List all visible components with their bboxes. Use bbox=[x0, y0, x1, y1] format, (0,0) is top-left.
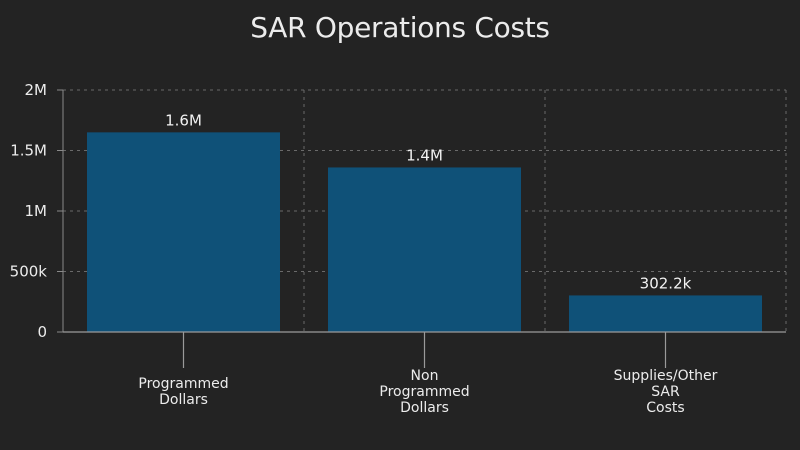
bar bbox=[569, 295, 762, 332]
y-tick-label: 1.5M bbox=[10, 142, 47, 160]
x-category-label-line: Dollars bbox=[400, 400, 449, 416]
axis-layer bbox=[57, 89, 786, 368]
chart-title: SAR Operations Costs bbox=[250, 11, 550, 44]
y-tick-label: 500k bbox=[10, 263, 48, 281]
bar bbox=[328, 167, 521, 332]
bar-layer bbox=[87, 132, 762, 332]
y-tick-label: 1M bbox=[25, 202, 48, 220]
x-category-label-line: Programmed bbox=[379, 384, 469, 400]
data-label: 1.4M bbox=[406, 146, 443, 164]
x-category-label-line: Non bbox=[411, 368, 439, 384]
bar bbox=[87, 132, 280, 332]
x-category-label-line: Programmed bbox=[138, 376, 228, 392]
x-category-label: Supplies/Other SAR Costs bbox=[614, 368, 718, 416]
x-category-label: Programmed Dollars bbox=[138, 376, 228, 408]
y-tick-label: 0 bbox=[37, 323, 47, 341]
y-tick-label: 2M bbox=[25, 81, 48, 99]
x-category-label-line: SAR bbox=[651, 384, 680, 400]
x-category-label-line: Costs bbox=[646, 400, 684, 416]
data-label: 302.2k bbox=[640, 274, 692, 292]
x-category-label: Non Programmed Dollars bbox=[379, 368, 469, 416]
data-label: 1.6M bbox=[165, 111, 202, 129]
x-category-label-line: Supplies/Other bbox=[614, 368, 718, 384]
x-category-label-line: Dollars bbox=[159, 392, 208, 408]
